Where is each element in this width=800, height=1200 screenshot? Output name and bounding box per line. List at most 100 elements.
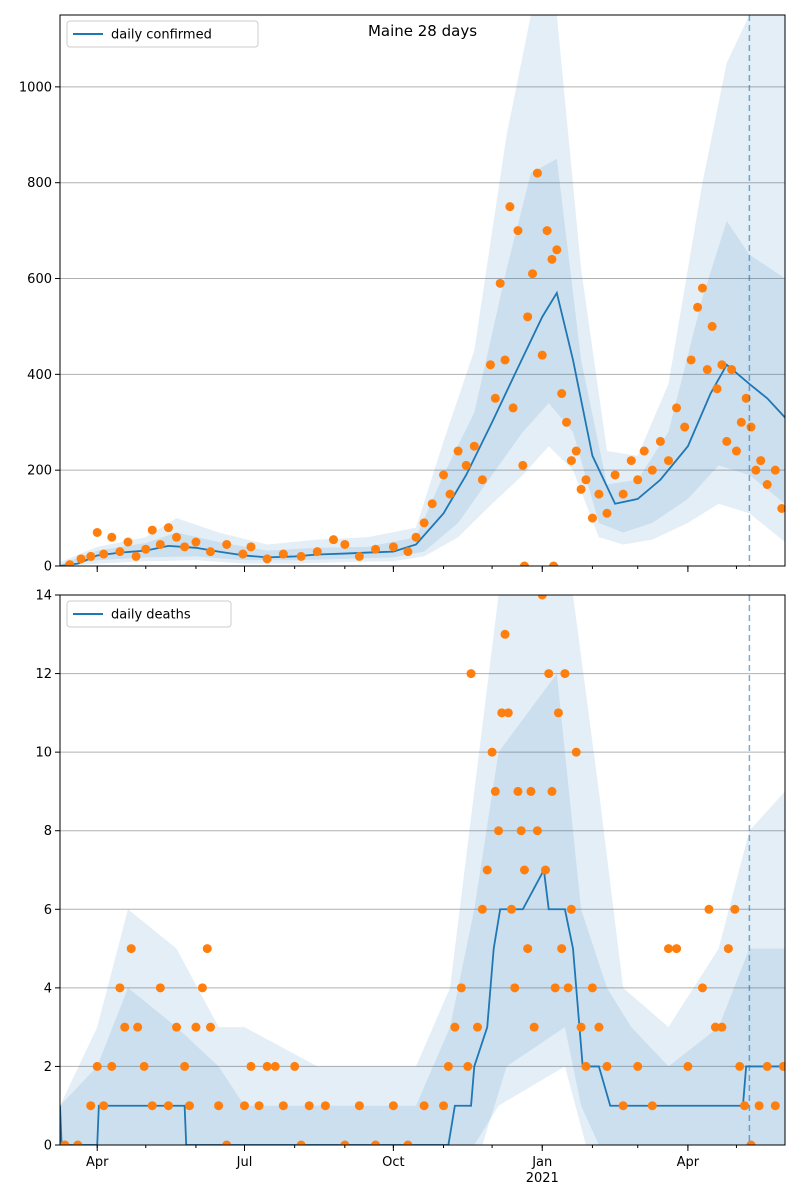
data-point [214, 1101, 224, 1111]
data-point [73, 1140, 83, 1145]
y-tick-label: 8 [44, 824, 52, 839]
data-point [680, 422, 690, 432]
data-point [403, 1140, 413, 1145]
data-point [576, 1022, 586, 1032]
data-point [371, 1140, 381, 1145]
data-point [115, 547, 125, 557]
data-point [507, 904, 517, 914]
data-point [296, 551, 306, 561]
data-point [633, 475, 643, 485]
data-point [107, 1061, 117, 1071]
y-tick-label: 800 [27, 176, 52, 191]
data-point [419, 518, 429, 528]
data-point [712, 384, 722, 394]
data-point [537, 595, 547, 600]
data-point [505, 202, 515, 212]
data-point [500, 355, 510, 365]
data-point [461, 460, 471, 470]
data-point [388, 1101, 398, 1111]
data-point [92, 1061, 102, 1071]
data-point [672, 403, 682, 413]
data-point [290, 1061, 300, 1071]
data-point [222, 1140, 232, 1145]
data-point [86, 551, 96, 561]
data-point [510, 983, 520, 993]
data-point [184, 1101, 194, 1111]
data-point [740, 1101, 750, 1111]
data-point [762, 480, 772, 490]
data-point [557, 944, 567, 954]
data-point [770, 1101, 780, 1111]
data-point [172, 532, 182, 542]
data-point [328, 535, 338, 545]
data-point [278, 549, 288, 559]
y-tick-label: 4 [44, 981, 52, 996]
data-point [647, 465, 657, 475]
y-tick-label: 10 [35, 746, 52, 761]
data-point [490, 786, 500, 796]
data-point [513, 226, 523, 236]
data-point [663, 944, 673, 954]
data-point [736, 417, 746, 427]
x-tick-label: Apr [86, 1155, 109, 1170]
data-point [419, 1101, 429, 1111]
data-point [571, 446, 581, 456]
data-point [453, 446, 463, 456]
data-point [542, 226, 552, 236]
data-point [602, 1061, 612, 1071]
data-point [439, 470, 449, 480]
data-point [473, 1022, 483, 1032]
data-point [388, 542, 398, 552]
data-point [513, 786, 523, 796]
chart-title: Maine 28 days [368, 22, 477, 40]
x-tick-label: Oct [382, 1155, 404, 1170]
data-point [65, 560, 75, 566]
data-point [456, 983, 466, 993]
data-point [730, 904, 740, 914]
data-point [477, 475, 487, 485]
data-point [500, 629, 510, 639]
data-point [262, 1061, 272, 1071]
data-point [587, 513, 597, 523]
data-point [731, 446, 741, 456]
data-point [770, 465, 780, 475]
confidence-band [60, 595, 785, 1145]
data-point [746, 1140, 756, 1145]
data-point [296, 1140, 306, 1145]
y-tick-label: 12 [35, 667, 52, 682]
data-point [354, 551, 364, 561]
data-point [626, 456, 636, 466]
data-point [672, 944, 682, 954]
data-point [547, 254, 557, 264]
data-point [107, 532, 117, 542]
data-point [526, 786, 536, 796]
data-point [246, 542, 256, 552]
data-point [702, 365, 712, 375]
data-point [270, 1061, 280, 1071]
y-tick-label: 6 [44, 903, 52, 918]
data-point [553, 708, 563, 718]
series-line [60, 290, 785, 566]
data-point [411, 532, 421, 542]
data-point [123, 537, 133, 547]
data-point [547, 786, 557, 796]
data-point [99, 1101, 109, 1111]
data-point [180, 1061, 190, 1071]
data-point [618, 1101, 628, 1111]
data-point [741, 393, 751, 403]
data-point [469, 441, 479, 451]
data-point [206, 1022, 216, 1032]
data-point [610, 470, 620, 480]
data-point [562, 417, 572, 427]
data-point [717, 1022, 727, 1032]
data-point [581, 1061, 591, 1071]
data-point [602, 508, 612, 518]
data-point [717, 360, 727, 370]
data-point [756, 456, 766, 466]
data-point [566, 904, 576, 914]
data-point [99, 549, 109, 559]
data-point [206, 547, 216, 557]
x-tick-label: Apr [677, 1155, 700, 1170]
data-point [76, 554, 86, 564]
